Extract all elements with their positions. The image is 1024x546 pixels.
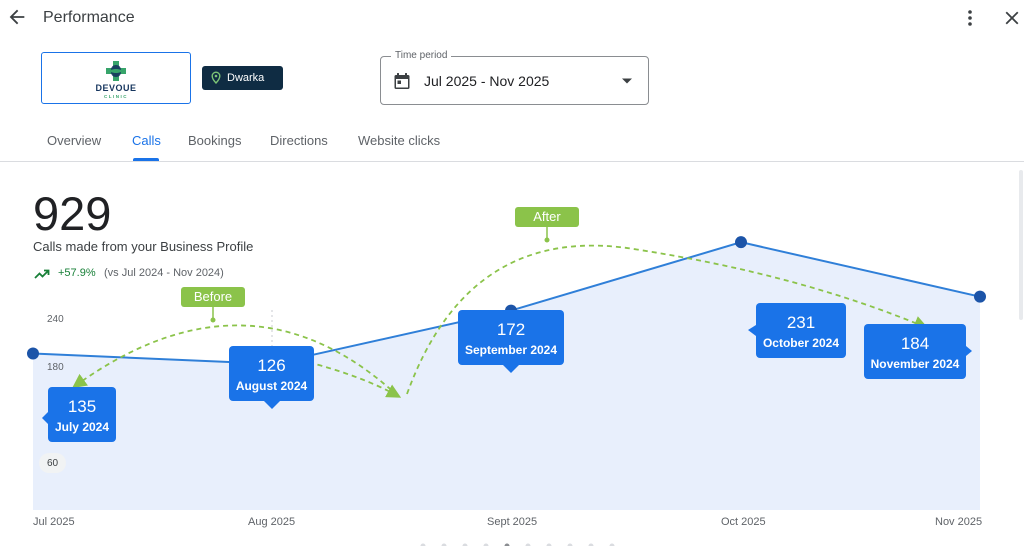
active-tab-indicator [133,158,159,161]
callout-box [756,303,846,358]
callout-month: September 2024 [465,343,557,357]
dropdown-arrow-icon [622,78,632,84]
more-vert-icon[interactable] [961,8,979,28]
metric-tabs: Overview Calls Bookings Directions Websi… [0,128,1024,162]
top-bar: Performance [0,0,1024,36]
x-tick-label: Sept 2025 [487,516,537,528]
callout-box [229,346,314,401]
x-tick-label: Oct 2025 [721,516,766,528]
callout-value: 126 [257,356,285,375]
metric-description: Calls made from your Business Profile [33,239,254,254]
time-period-label: Time period [391,50,452,61]
carousel-dot [504,543,510,546]
location-chip[interactable]: Dwarka [202,66,283,90]
trending-up-icon [34,269,50,279]
after-tag-dot [544,237,550,243]
time-period-select[interactable]: Time period Jul 2025 - Nov 2025 [380,50,649,105]
carousel-dot [546,543,552,546]
tab-calls[interactable]: Calls [132,133,161,148]
y-tick-label: 180 [47,362,64,373]
chart-area-fill [33,242,980,510]
callout-value: 184 [901,334,929,353]
callout-value: 135 [68,397,96,416]
trend-comparison: (vs Jul 2024 - Nov 2024) [104,267,224,279]
carousel-dot [420,543,426,546]
time-period-value: Jul 2025 - Nov 2025 [424,73,550,89]
y-tick-badge [39,453,66,473]
business-logo-name: DEVOUE [95,83,137,93]
business-logo-card[interactable]: DEVOUE CLINIC [41,52,191,104]
callout-pointer [748,325,756,336]
x-tick-label: Jul 2025 [33,516,75,528]
carousel-dot [462,543,468,546]
callout-value: 231 [787,313,815,332]
calendar-icon [394,73,410,89]
carousel-dot [441,543,447,546]
callout-month: August 2024 [236,379,308,393]
trend-percentage: +57.9% [58,267,96,279]
data-point-jul-2025 [27,347,39,360]
carousel-dot [483,543,489,546]
before-tag [181,287,245,307]
callout-pointer [503,365,519,373]
x-tick-label: Aug 2025 [248,516,295,528]
callout-box [864,324,966,379]
location-label: Dwarka [227,72,265,84]
after-tag-label: After [533,209,561,224]
callout-month: July 2024 [55,420,109,434]
tab-website-clicks[interactable]: Website clicks [358,133,441,148]
tab-directions[interactable]: Directions [270,133,328,148]
callout-pointer [42,412,48,424]
carousel-dot [567,543,573,546]
data-point-nov-2025 [974,290,986,303]
data-point-oct-2025 [735,236,747,249]
close-icon[interactable] [1001,7,1023,29]
y-tick-label: 60 [47,458,59,469]
carousel-dot [588,543,594,546]
x-tick-label: Nov 2025 [935,516,982,528]
tab-overview[interactable]: Overview [47,133,102,148]
business-logo-subtitle: CLINIC [104,94,128,99]
callout-month: November 2024 [871,357,960,371]
after-arc [406,244,929,395]
after-tag [515,207,579,227]
total-calls-value: 929 [33,187,112,240]
callout-month: October 2024 [763,336,839,350]
before-tag-label: Before [194,289,232,304]
y-tick-label: 240 [47,314,64,325]
callout-pointer [264,401,280,409]
carousel-dot [525,543,531,546]
carousel-dot [609,543,615,546]
callout-value: 172 [497,320,525,339]
callout-box [48,387,116,442]
calls-line-chart: 240 180 60 Jul 2025 Aug 2025 Sept 2025 Oct 20… [27,207,986,546]
callout-box [458,310,564,365]
tab-bookings[interactable]: Bookings [188,133,242,148]
page-title: Performance [43,9,135,26]
before-arc-left [72,324,399,397]
arrow-back-icon[interactable] [6,6,28,28]
before-tag-dot [210,317,216,323]
clinic-cross-logo-icon [106,61,126,81]
scrollbar[interactable] [1019,170,1023,320]
location-pin-icon [211,71,221,85]
callout-pointer [966,346,972,356]
